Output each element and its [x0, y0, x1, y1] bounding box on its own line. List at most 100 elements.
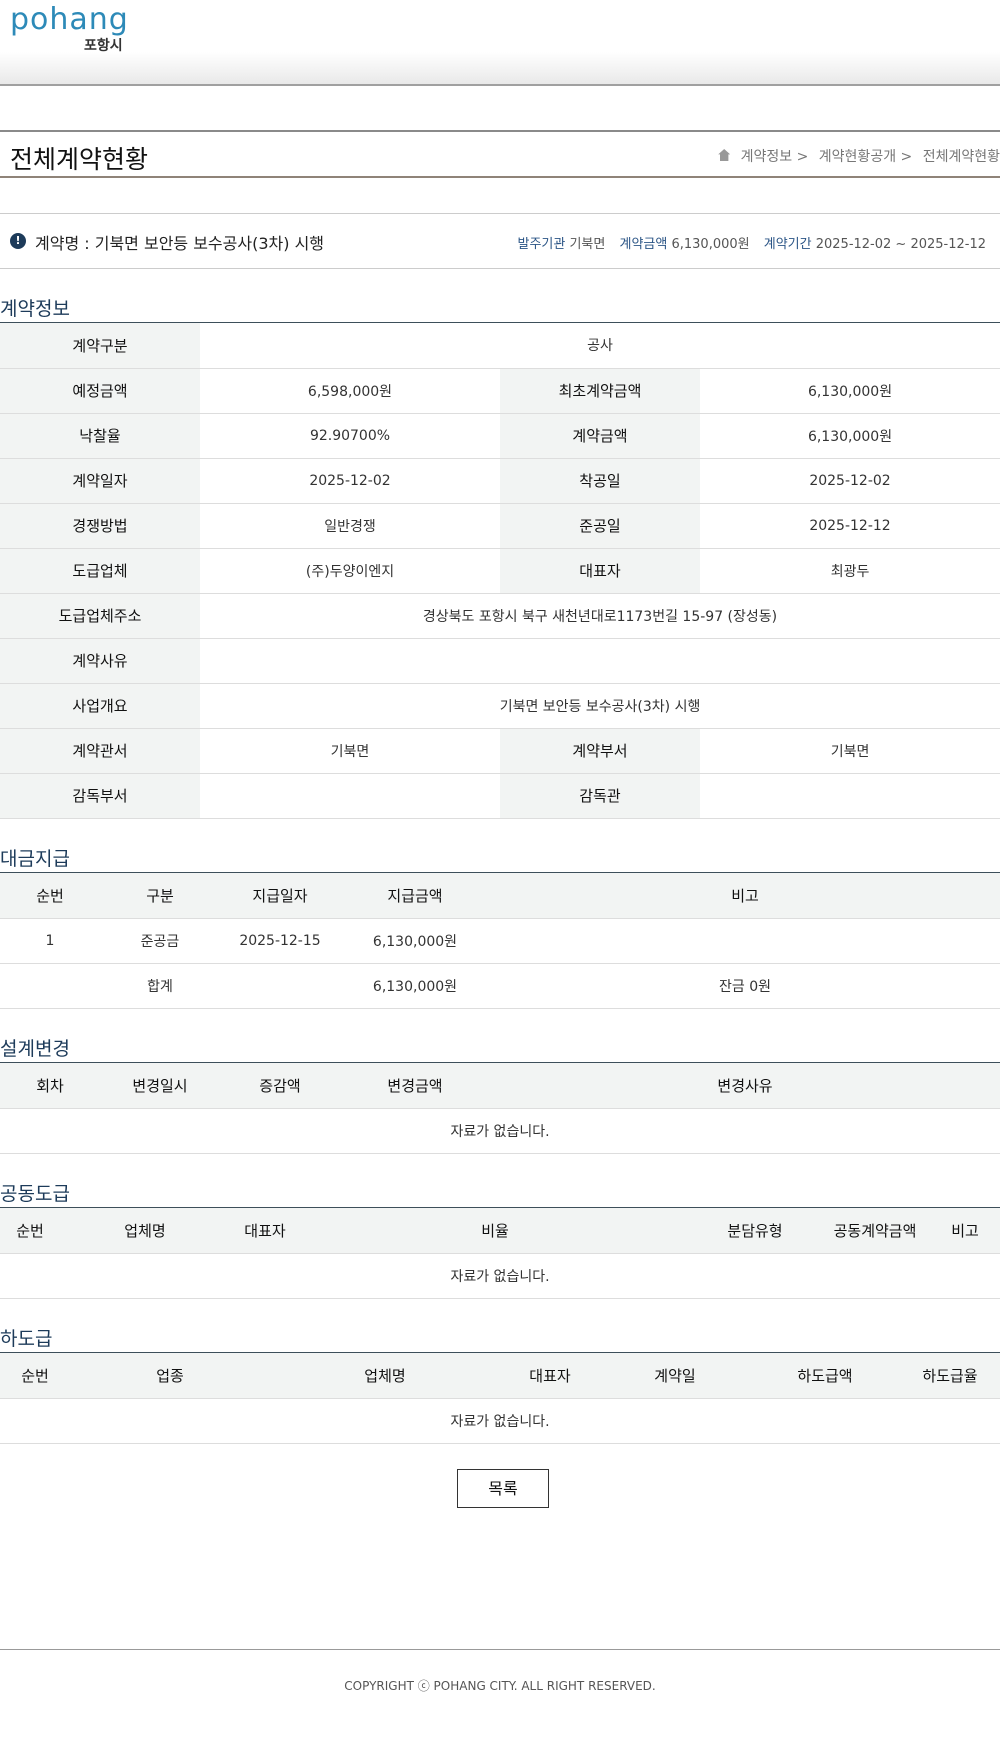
value: 2025-12-02 [200, 458, 500, 504]
cell: 2025-12-15 [220, 918, 340, 964]
table-row: 도급업체 (주)두양이엔지 대표자 최광두 [0, 548, 1000, 594]
empty-message: 자료가 없습니다. [0, 1108, 1000, 1154]
value: 일반경쟁 [200, 503, 500, 549]
empty-row: 자료가 없습니다. [0, 1398, 1000, 1444]
contract-info-section: 계약정보 계약구분 공사 예정금액 6,598,000원 최초계약금액 6,130,00… [0, 285, 1000, 819]
total-row: 합계 6,130,000원 잔금 0원 [0, 963, 1000, 1009]
empty-message: 자료가 없습니다. [0, 1253, 1000, 1299]
section-heading: 대금지급 [0, 835, 1000, 873]
label: 감독관 [500, 773, 700, 819]
breadcrumb-item[interactable]: 계약현황공개 > [818, 149, 913, 165]
exclamation-icon: ! [10, 233, 26, 249]
column-header: 분담유형 [690, 1208, 820, 1254]
logo-text: pohang [10, 2, 129, 37]
contract-name: 계약명 : 기북면 보안등 보수공사(3차) 시행 [35, 234, 325, 253]
label: 도급업체주소 [0, 593, 200, 639]
value [700, 773, 1000, 819]
column-header: 업체명 [60, 1208, 230, 1254]
label: 계약부서 [500, 728, 700, 774]
column-header: 하도급율 [900, 1353, 1000, 1399]
label: 사업개요 [0, 683, 200, 729]
table-row: 계약구분 공사 [0, 323, 1000, 369]
label: 최초계약금액 [500, 368, 700, 414]
payment-table: 순번 구분 지급일자 지급금액 비고 1 준공금 2025-12-15 6,130,000원 … [0, 873, 1000, 1009]
total-note: 잔금 0원 [490, 963, 1000, 1009]
column-header: 증감액 [220, 1063, 340, 1109]
value: 2025-12-12 [700, 503, 1000, 549]
column-header: 대표자 [230, 1208, 300, 1254]
value: 2025-12-02 [700, 458, 1000, 504]
site-header: pohang 포항시 [0, 0, 1000, 86]
column-header: 공동계약금액 [820, 1208, 930, 1254]
total-amount: 6,130,000원 [340, 963, 490, 1009]
breadcrumb-item[interactable]: 계약정보 > [740, 149, 809, 165]
value: 6,598,000원 [200, 368, 500, 414]
cell: 6,130,000원 [340, 918, 490, 964]
table-row: 낙찰율 92.90700% 계약금액 6,130,000원 [0, 413, 1000, 459]
joint-contract-table: 순번 업체명 대표자 비율 분담유형 공동계약금액 비고 자료가 없습니다. [0, 1208, 1000, 1299]
label: 계약사유 [0, 638, 200, 684]
value: 경상북도 포항시 북구 새천년대로1173번길 15-97 (장성동) [200, 593, 1000, 639]
column-header: 회차 [0, 1063, 100, 1109]
column-header: 비율 [300, 1208, 690, 1254]
table-row: 경쟁방법 일반경쟁 준공일 2025-12-12 [0, 503, 1000, 549]
empty-row: 자료가 없습니다. [0, 1108, 1000, 1154]
breadcrumb-item[interactable]: 전체계약현황 [922, 149, 1000, 165]
list-button[interactable]: 목록 [457, 1469, 549, 1508]
table-row: 1 준공금 2025-12-15 6,130,000원 [0, 918, 1000, 964]
contract-info-table: 계약구분 공사 예정금액 6,598,000원 최초계약금액 6,130,000원 낙찰… [0, 323, 1000, 819]
column-header: 순번 [0, 873, 100, 919]
org-value: 기북면 [569, 237, 606, 252]
section-heading: 공동도급 [0, 1170, 1000, 1208]
breadcrumb: 계약정보 > 계약현황공개 > 전체계약현황 [712, 146, 1000, 166]
page-title-bar: 전체계약현황 계약정보 > 계약현황공개 > 전체계약현황 [0, 130, 1000, 178]
label: 계약일자 [0, 458, 200, 504]
amount-value: 6,130,000원 [671, 237, 750, 252]
label: 예정금액 [0, 368, 200, 414]
logo-subtext: 포항시 [84, 38, 123, 54]
total-label: 합계 [100, 963, 220, 1009]
label: 준공일 [500, 503, 700, 549]
period-label: 계약기간 [763, 237, 812, 252]
column-header: 구분 [100, 873, 220, 919]
column-header: 순번 [0, 1208, 60, 1254]
column-header: 순번 [0, 1353, 70, 1399]
section-heading: 설계변경 [0, 1025, 1000, 1063]
table-row: 계약일자 2025-12-02 착공일 2025-12-02 [0, 458, 1000, 504]
column-header: 업종 [70, 1353, 270, 1399]
column-header: 하도급액 [750, 1353, 900, 1399]
home-icon[interactable] [718, 149, 731, 161]
table-header-row: 순번 구분 지급일자 지급금액 비고 [0, 873, 1000, 919]
payment-section: 대금지급 순번 구분 지급일자 지급금액 비고 1 준공금 2025-12-15 6,130,… [0, 835, 1000, 1009]
label: 감독부서 [0, 773, 200, 819]
table-header-row: 회차 변경일시 증감액 변경금액 변경사유 [0, 1063, 1000, 1109]
cell [490, 918, 1000, 964]
design-change-table: 회차 변경일시 증감액 변경금액 변경사유 자료가 없습니다. [0, 1063, 1000, 1154]
period-value: 2025-12-02 ~ 2025-12-12 [815, 237, 986, 252]
value: 최광두 [700, 548, 1000, 594]
page-title: 전체계약현황 [10, 145, 149, 174]
column-header: 지급일자 [220, 873, 340, 919]
column-header: 비고 [930, 1208, 1000, 1254]
table-row: 예정금액 6,598,000원 최초계약금액 6,130,000원 [0, 368, 1000, 414]
subcontract-table: 순번 업종 업체명 대표자 계약일 하도급액 하도급율 자료가 없습니다. [0, 1353, 1000, 1444]
label: 도급업체 [0, 548, 200, 594]
joint-contract-section: 공동도급 순번 업체명 대표자 비율 분담유형 공동계약금액 비고 자료가 없습니다. [0, 1170, 1000, 1299]
empty-row: 자료가 없습니다. [0, 1253, 1000, 1299]
column-header: 지급금액 [340, 873, 490, 919]
table-row: 도급업체주소 경상북도 포항시 북구 새천년대로1173번길 15-97 (장성동… [0, 593, 1000, 639]
pohang-logo[interactable]: pohang 포항시 [10, 4, 170, 58]
org-label: 발주기관 [517, 237, 566, 252]
column-header: 업체명 [270, 1353, 500, 1399]
value: 6,130,000원 [700, 413, 1000, 459]
table-header-row: 순번 업체명 대표자 비율 분담유형 공동계약금액 비고 [0, 1208, 1000, 1254]
section-heading: 계약정보 [0, 285, 1000, 323]
value: 기북면 보안등 보수공사(3차) 시행 [200, 683, 1000, 729]
value: 6,130,000원 [700, 368, 1000, 414]
contract-meta: 발주기관 기북면 계약금액 6,130,000원 계약기간 2025-12-02… [507, 233, 986, 252]
table-row: 계약사유 [0, 638, 1000, 684]
label: 경쟁방법 [0, 503, 200, 549]
table-row: 사업개요 기북면 보안등 보수공사(3차) 시행 [0, 683, 1000, 729]
design-change-section: 설계변경 회차 변경일시 증감액 변경금액 변경사유 자료가 없습니다. [0, 1025, 1000, 1154]
label: 계약구분 [0, 323, 200, 369]
